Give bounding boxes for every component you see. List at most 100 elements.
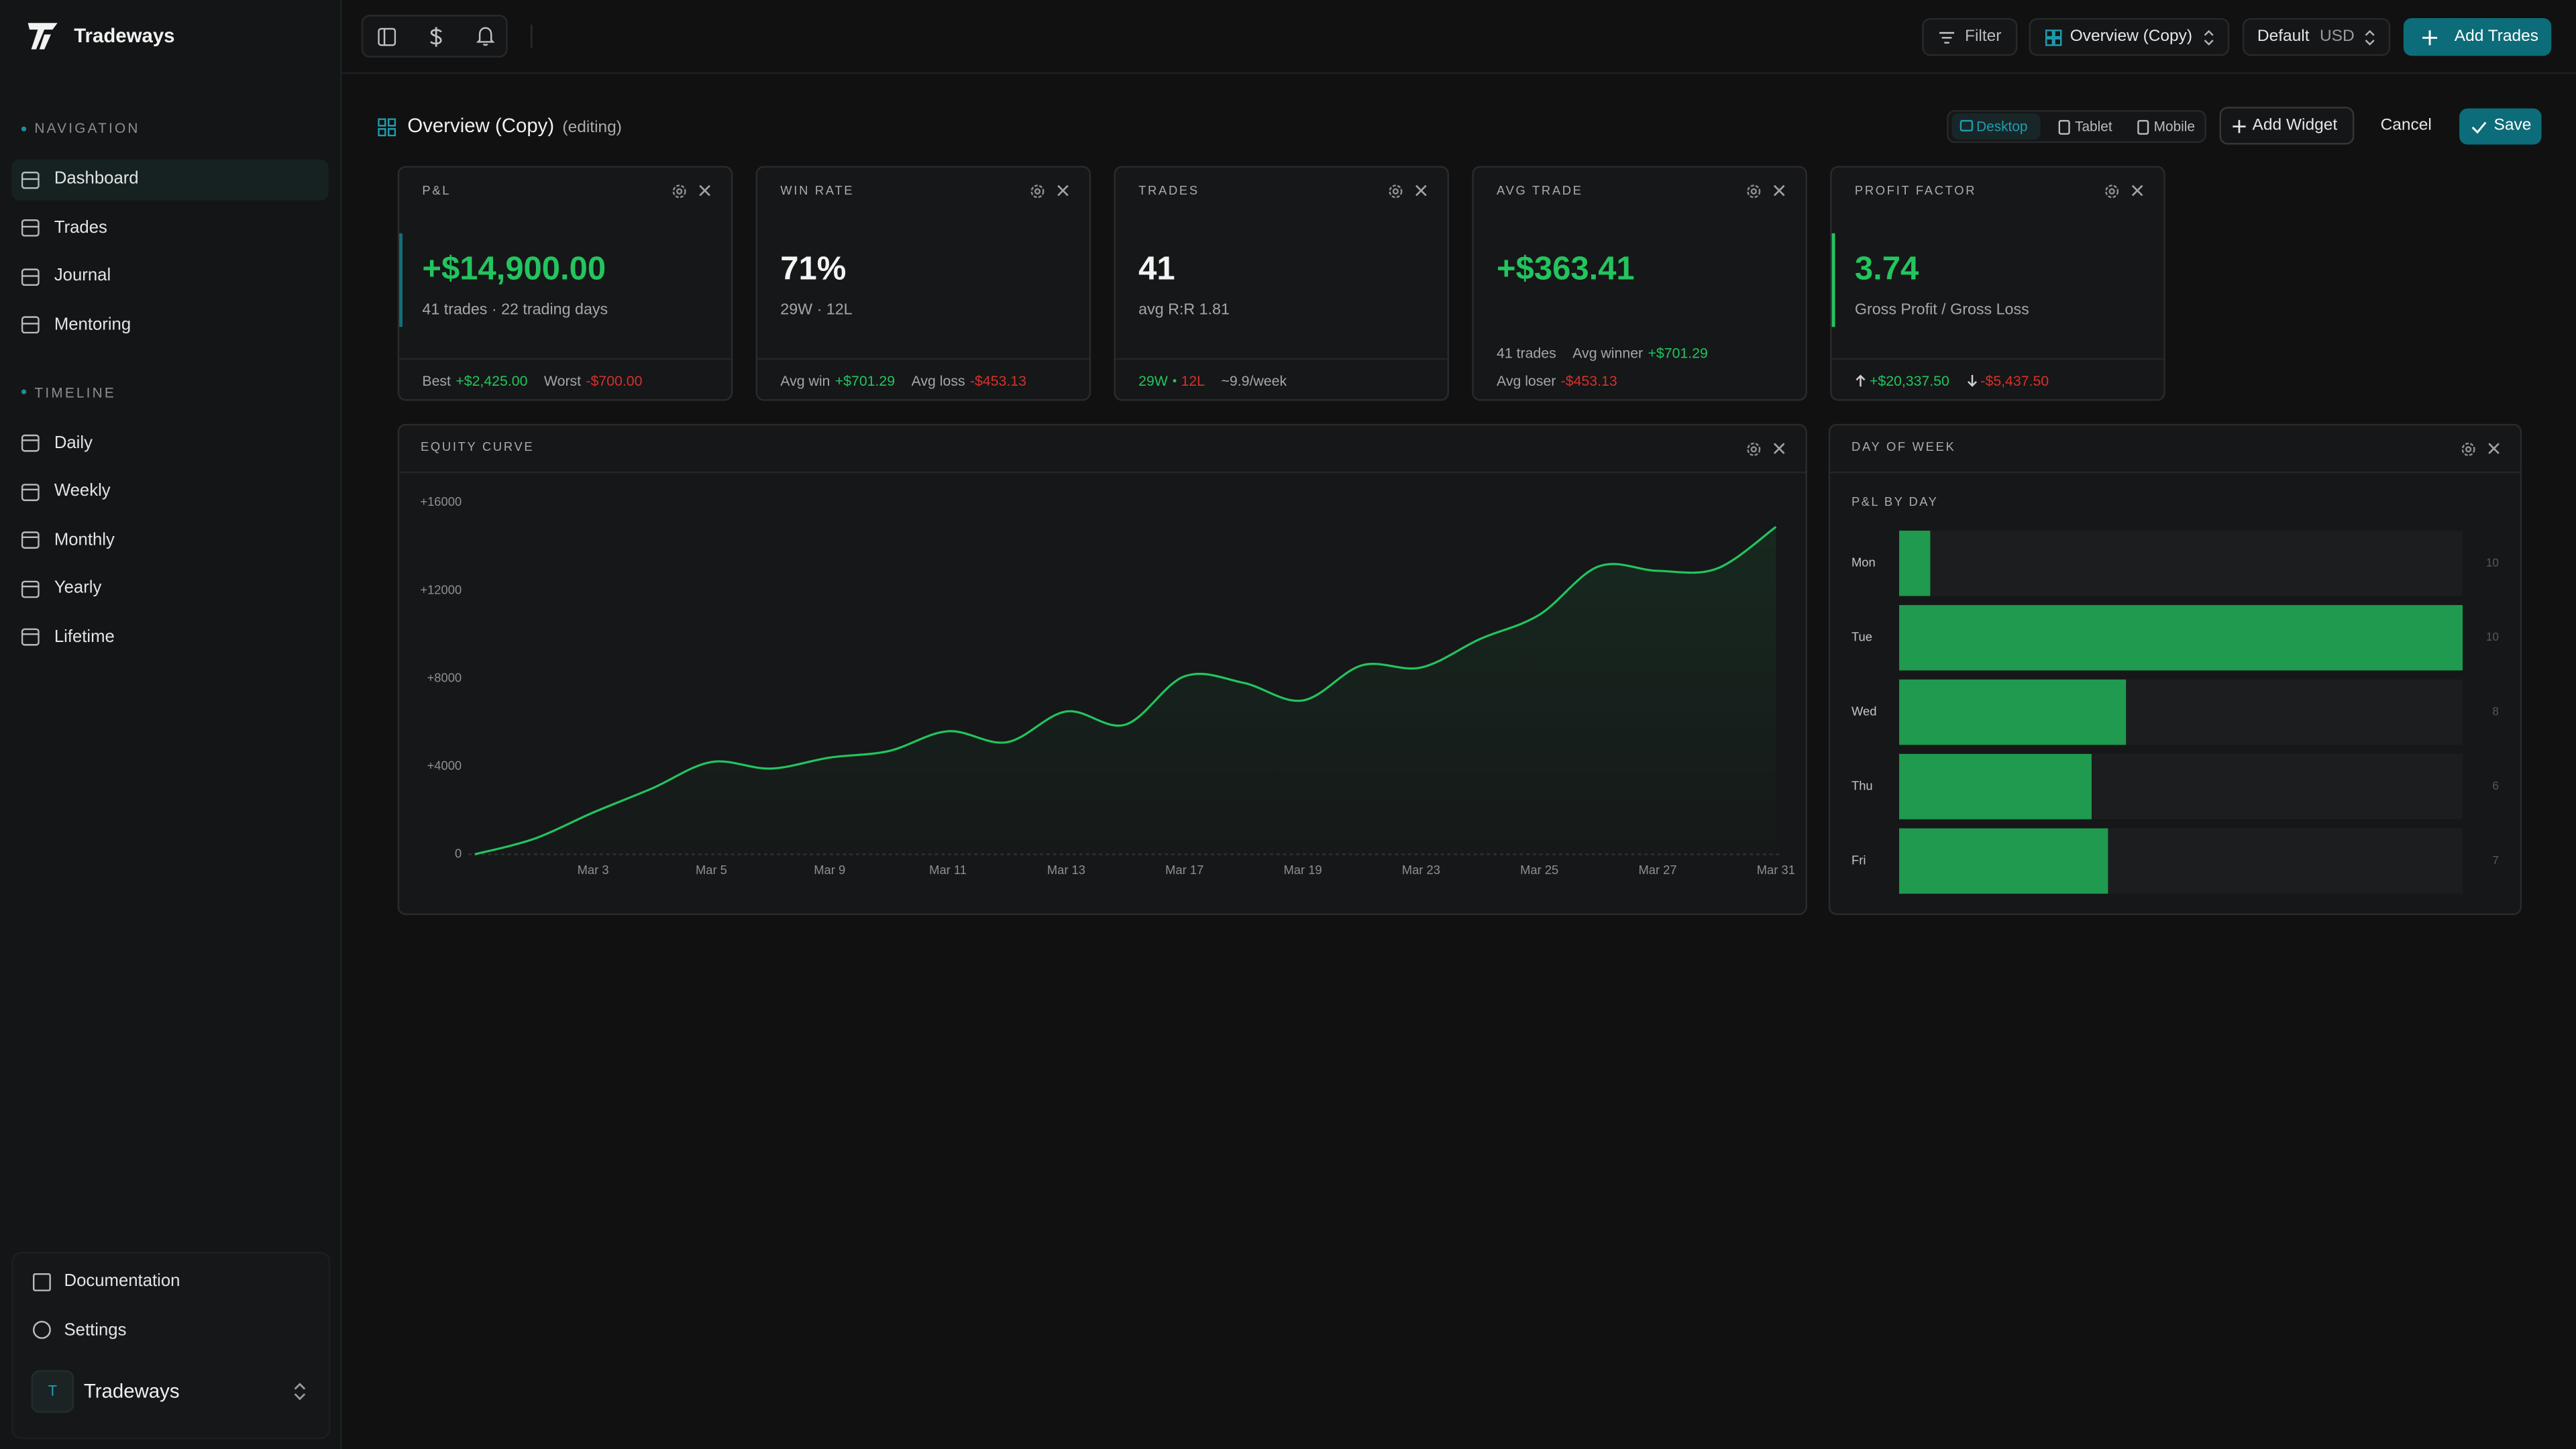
page-status: (editing) [562,119,622,138]
close-icon[interactable] [1415,184,1428,197]
x-tick-label: Mar 27 [1638,863,1676,877]
nav-item[interactable]: Monthly [11,519,329,560]
nav-item[interactable]: Daily [11,422,329,463]
close-icon[interactable] [1772,442,1786,455]
view-icon [2058,119,2070,134]
card-footer-row: Avg win +$701.29 Avg loss -$453.13 [780,372,1042,390]
metric-cards: P&L +$14,900.00 41 trades · 22 trading day… [397,166,2165,401]
bell-icon[interactable] [476,26,495,46]
footer-item: Avg loss -$453.13 [912,372,1026,390]
metric-card: WIN RATE 71% 29W · 12L Avg win +$701.29 Avg l… [755,166,1091,401]
y-tick-label: +16000 [420,494,462,508]
x-tick-label: Mar 17 [1165,863,1203,877]
widget-divider [399,471,1806,474]
close-icon[interactable] [2131,184,2144,197]
settings-icon[interactable] [672,183,687,198]
account-name[interactable]: Tradeways [83,1379,180,1403]
settings-icon[interactable] [2104,183,2119,198]
icon-shape [21,219,40,237]
icon-shape [1856,375,1866,387]
close-icon[interactable] [698,184,712,197]
icon-shape [2131,184,2143,197]
icon-shape [699,184,710,197]
nav-icon [21,580,40,598]
sidebar-toggle-icon[interactable] [378,28,396,46]
card-footer-row: Best +$2,425.00 Worst -$700.00 [422,372,659,390]
account-chevron[interactable] [292,1382,307,1401]
settings-icon[interactable] [2461,441,2476,456]
card-sub: 29W · 12L [780,301,853,319]
nav-item[interactable]: Trades [11,207,329,248]
add-widget-button[interactable]: Add Widget [2219,107,2355,145]
nav-item[interactable]: Journal [11,256,329,297]
cancel-button[interactable]: Cancel [2380,116,2432,135]
nav-item[interactable]: Weekly [11,471,329,512]
footer-item: Avg winner +$701.29 [1572,345,1708,362]
card-footer-row: 29W 12L ~9.9/week [1138,372,1303,390]
category-label: Mon [1851,555,1876,570]
footer-value: +$20,337.50 [1869,372,1949,389]
card-value: 3.74 [1854,251,1919,288]
currency-icon[interactable] [429,26,443,48]
card-value: +$14,900.00 [422,251,606,288]
category-label: Fri [1851,853,1866,867]
footer-label: Avg loser [1497,372,1556,389]
footer-label: Best [422,372,451,389]
nav-icon [21,483,40,500]
view-label: Tablet [2075,118,2112,135]
trade-count: 7 [2492,853,2499,867]
x-tick-label: Mar 9 [814,863,845,877]
footer-value: -$700.00 [586,372,643,389]
close-icon[interactable] [2487,442,2501,455]
metric-card: TRADES 41 avg R:R 1.81 29W 12L ~9.9/week [1114,166,1450,401]
footer-value: -$453.13 [969,372,1026,389]
link-icon [32,1272,51,1291]
settings-icon[interactable] [1030,183,1045,198]
widget-divider [1830,471,2520,474]
nav-icon [21,170,40,189]
arrow-icon [1966,375,1976,388]
add-trades-label: Add Trades [2454,27,2539,46]
close-icon[interactable] [1772,184,1786,197]
trade-count: 10 [2486,555,2499,569]
view-option[interactable]: Desktop [1951,113,2041,140]
footer-item: Best +$2,425.00 [422,372,527,390]
view-option[interactable]: Mobile [2129,113,2205,140]
y-tick-label: 0 [455,846,462,860]
icon-shape [1389,184,1403,198]
footer-item: 29W [1138,372,1168,390]
layout-select[interactable]: Overview (Copy) [2029,17,2230,56]
settings-icon[interactable] [1746,183,1761,198]
x-tick-label: Mar 3 [578,863,609,877]
link-label[interactable]: Documentation [64,1271,180,1291]
save-button[interactable]: Save [2459,108,2542,145]
avatar[interactable]: T [31,1370,74,1413]
link-label[interactable]: Settings [64,1320,127,1340]
bar [1899,679,2127,745]
nav-item[interactable]: Yearly [11,568,329,608]
close-icon[interactable] [1057,184,1070,197]
view-label: Desktop [1976,118,2028,135]
settings-icon[interactable] [1388,183,1403,198]
icon-shape [2105,184,2119,198]
settings-icon[interactable] [1746,441,1761,456]
footer-value: -$453.13 [1560,372,1617,389]
save-label: Save [2493,116,2532,135]
footer-label: Worst [543,372,582,389]
trade-count: 6 [2492,779,2499,792]
preset-select[interactable]: Default USD [2242,17,2391,56]
x-tick-label: Mar 19 [1283,863,1322,877]
nav-item[interactable]: Lifetime [11,616,329,657]
nav-item[interactable]: Dashboard [11,158,329,200]
filter-button[interactable]: Filter [1922,17,2018,56]
category-label: Wed [1851,704,1876,718]
nav-item[interactable]: Mentoring [11,304,329,345]
metric-card: P&L +$14,900.00 41 trades · 22 trading day… [397,166,733,401]
bar-track [1899,531,2463,596]
chevron [2204,30,2214,46]
icon-shape [32,1272,51,1291]
add-trades-button[interactable]: Add Trades [2403,17,2552,56]
icon-shape [32,1320,51,1339]
view-option[interactable]: Tablet [2050,113,2126,140]
widget-title: DAY OF WEEK [1851,439,1956,455]
